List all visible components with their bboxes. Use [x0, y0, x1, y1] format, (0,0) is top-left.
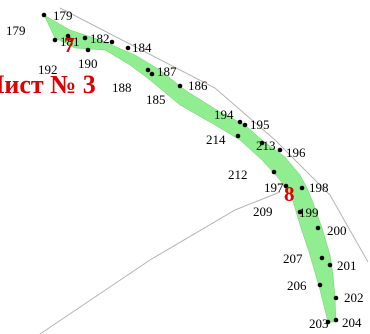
label-185: 186	[188, 78, 208, 93]
marker-180	[52, 37, 58, 43]
zone-label-8: 8	[284, 182, 295, 206]
boundary-lines	[39, 7, 369, 334]
label-182: 182	[90, 31, 110, 46]
marker-204	[333, 317, 339, 323]
label-198: 198	[309, 180, 329, 195]
point-labels: 179 179 181 182 184 190 192 187 188 186 …	[6, 8, 364, 331]
label-200: 200	[327, 223, 347, 238]
marker-183	[109, 39, 115, 45]
marker-206	[317, 282, 323, 288]
point-markers	[41, 12, 339, 325]
marker-203	[325, 319, 331, 325]
label-197: 197	[264, 180, 284, 195]
marker-207	[319, 255, 325, 261]
label-190: 190	[78, 56, 98, 71]
label-203: 203	[309, 316, 329, 331]
label-204: 204	[342, 315, 362, 330]
label-202: 202	[344, 290, 364, 305]
marker-185	[177, 83, 183, 89]
label-194: 194	[214, 107, 234, 122]
label-213: 213	[256, 138, 276, 153]
marker-213	[259, 140, 265, 146]
marker-196	[277, 147, 283, 153]
label-201: 201	[337, 258, 357, 273]
label-188: 188	[112, 80, 132, 95]
marker-214	[235, 133, 241, 139]
lower-boundary-line	[39, 191, 281, 334]
label-207: 207	[283, 251, 303, 266]
marker-201	[327, 262, 333, 268]
label-181: 181	[60, 34, 80, 49]
label-186: 185	[146, 92, 166, 107]
marker-179	[41, 12, 47, 18]
marker-197	[283, 183, 289, 189]
label-212: 212	[228, 167, 248, 182]
label-199: 199	[299, 205, 319, 220]
marker-182	[82, 35, 88, 41]
label-184: 184	[132, 40, 152, 55]
label-192: 192	[38, 62, 58, 77]
label-179-left: 179	[6, 23, 26, 38]
label-187: 187	[157, 64, 177, 79]
outer-boundary-line	[59, 7, 369, 263]
green-zone	[43, 14, 337, 323]
label-179-top: 179	[53, 8, 73, 23]
label-214: 214	[206, 132, 226, 147]
marker-199	[297, 209, 303, 215]
marker-212	[271, 169, 277, 175]
label-209: 209	[253, 204, 273, 219]
marker-184	[125, 45, 131, 51]
marker-190	[85, 47, 91, 53]
marker-200	[315, 225, 321, 231]
marker-202	[333, 295, 339, 301]
label-196: 196	[286, 145, 306, 160]
label-195: 195	[250, 117, 270, 132]
zone-label-7: 7	[64, 33, 75, 57]
label-206: 206	[287, 278, 307, 293]
marker-181	[65, 33, 71, 39]
marker-194	[237, 119, 243, 125]
marker-188	[149, 71, 155, 77]
marker-195	[242, 122, 248, 128]
marker-198	[299, 185, 305, 191]
sheet-label: Лист № 3	[0, 70, 96, 99]
marker-187	[145, 67, 151, 73]
